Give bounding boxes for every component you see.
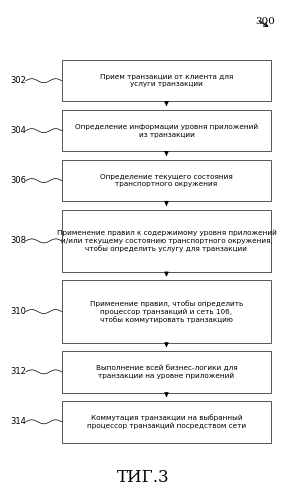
Text: Коммутация транзакции на выбранный
процессор транзакций посредством сети: Коммутация транзакции на выбранный проце… — [87, 414, 246, 430]
Text: 306: 306 — [11, 176, 27, 185]
Bar — [62, 110, 271, 152]
Text: 310: 310 — [11, 307, 27, 316]
Text: 314: 314 — [11, 418, 27, 426]
Bar — [62, 351, 271, 393]
Bar — [62, 401, 271, 442]
Text: Выполнение всей бизнес-логики для
транзакции на уровне приложений: Выполнение всей бизнес-логики для транза… — [96, 364, 237, 380]
Bar — [62, 210, 271, 272]
Bar — [62, 280, 271, 342]
Text: Определение информации уровня приложений
из транзакции: Определение информации уровня приложений… — [75, 124, 258, 138]
Text: 300: 300 — [256, 18, 276, 26]
Bar — [62, 60, 271, 102]
Text: Определение текущего состояния
транспортного окружения: Определение текущего состояния транспорт… — [100, 174, 233, 188]
Bar — [62, 160, 271, 202]
Text: Применение правил, чтобы определить
процессор транзакций и сеть 106,
чтобы комму: Применение правил, чтобы определить проц… — [90, 300, 243, 324]
Text: ΤИГ.3: ΤИГ.3 — [117, 469, 170, 486]
Text: Прием транзакции от клиента для
услуги транзакции: Прием транзакции от клиента для услуги т… — [100, 74, 233, 88]
Text: 302: 302 — [11, 76, 27, 85]
Text: 304: 304 — [11, 126, 27, 135]
Text: Применение правил к содержимому уровня приложений
и/или текущему состоянию транс: Применение правил к содержимому уровня п… — [57, 230, 276, 252]
Text: 308: 308 — [11, 236, 27, 246]
Text: 312: 312 — [11, 368, 27, 376]
